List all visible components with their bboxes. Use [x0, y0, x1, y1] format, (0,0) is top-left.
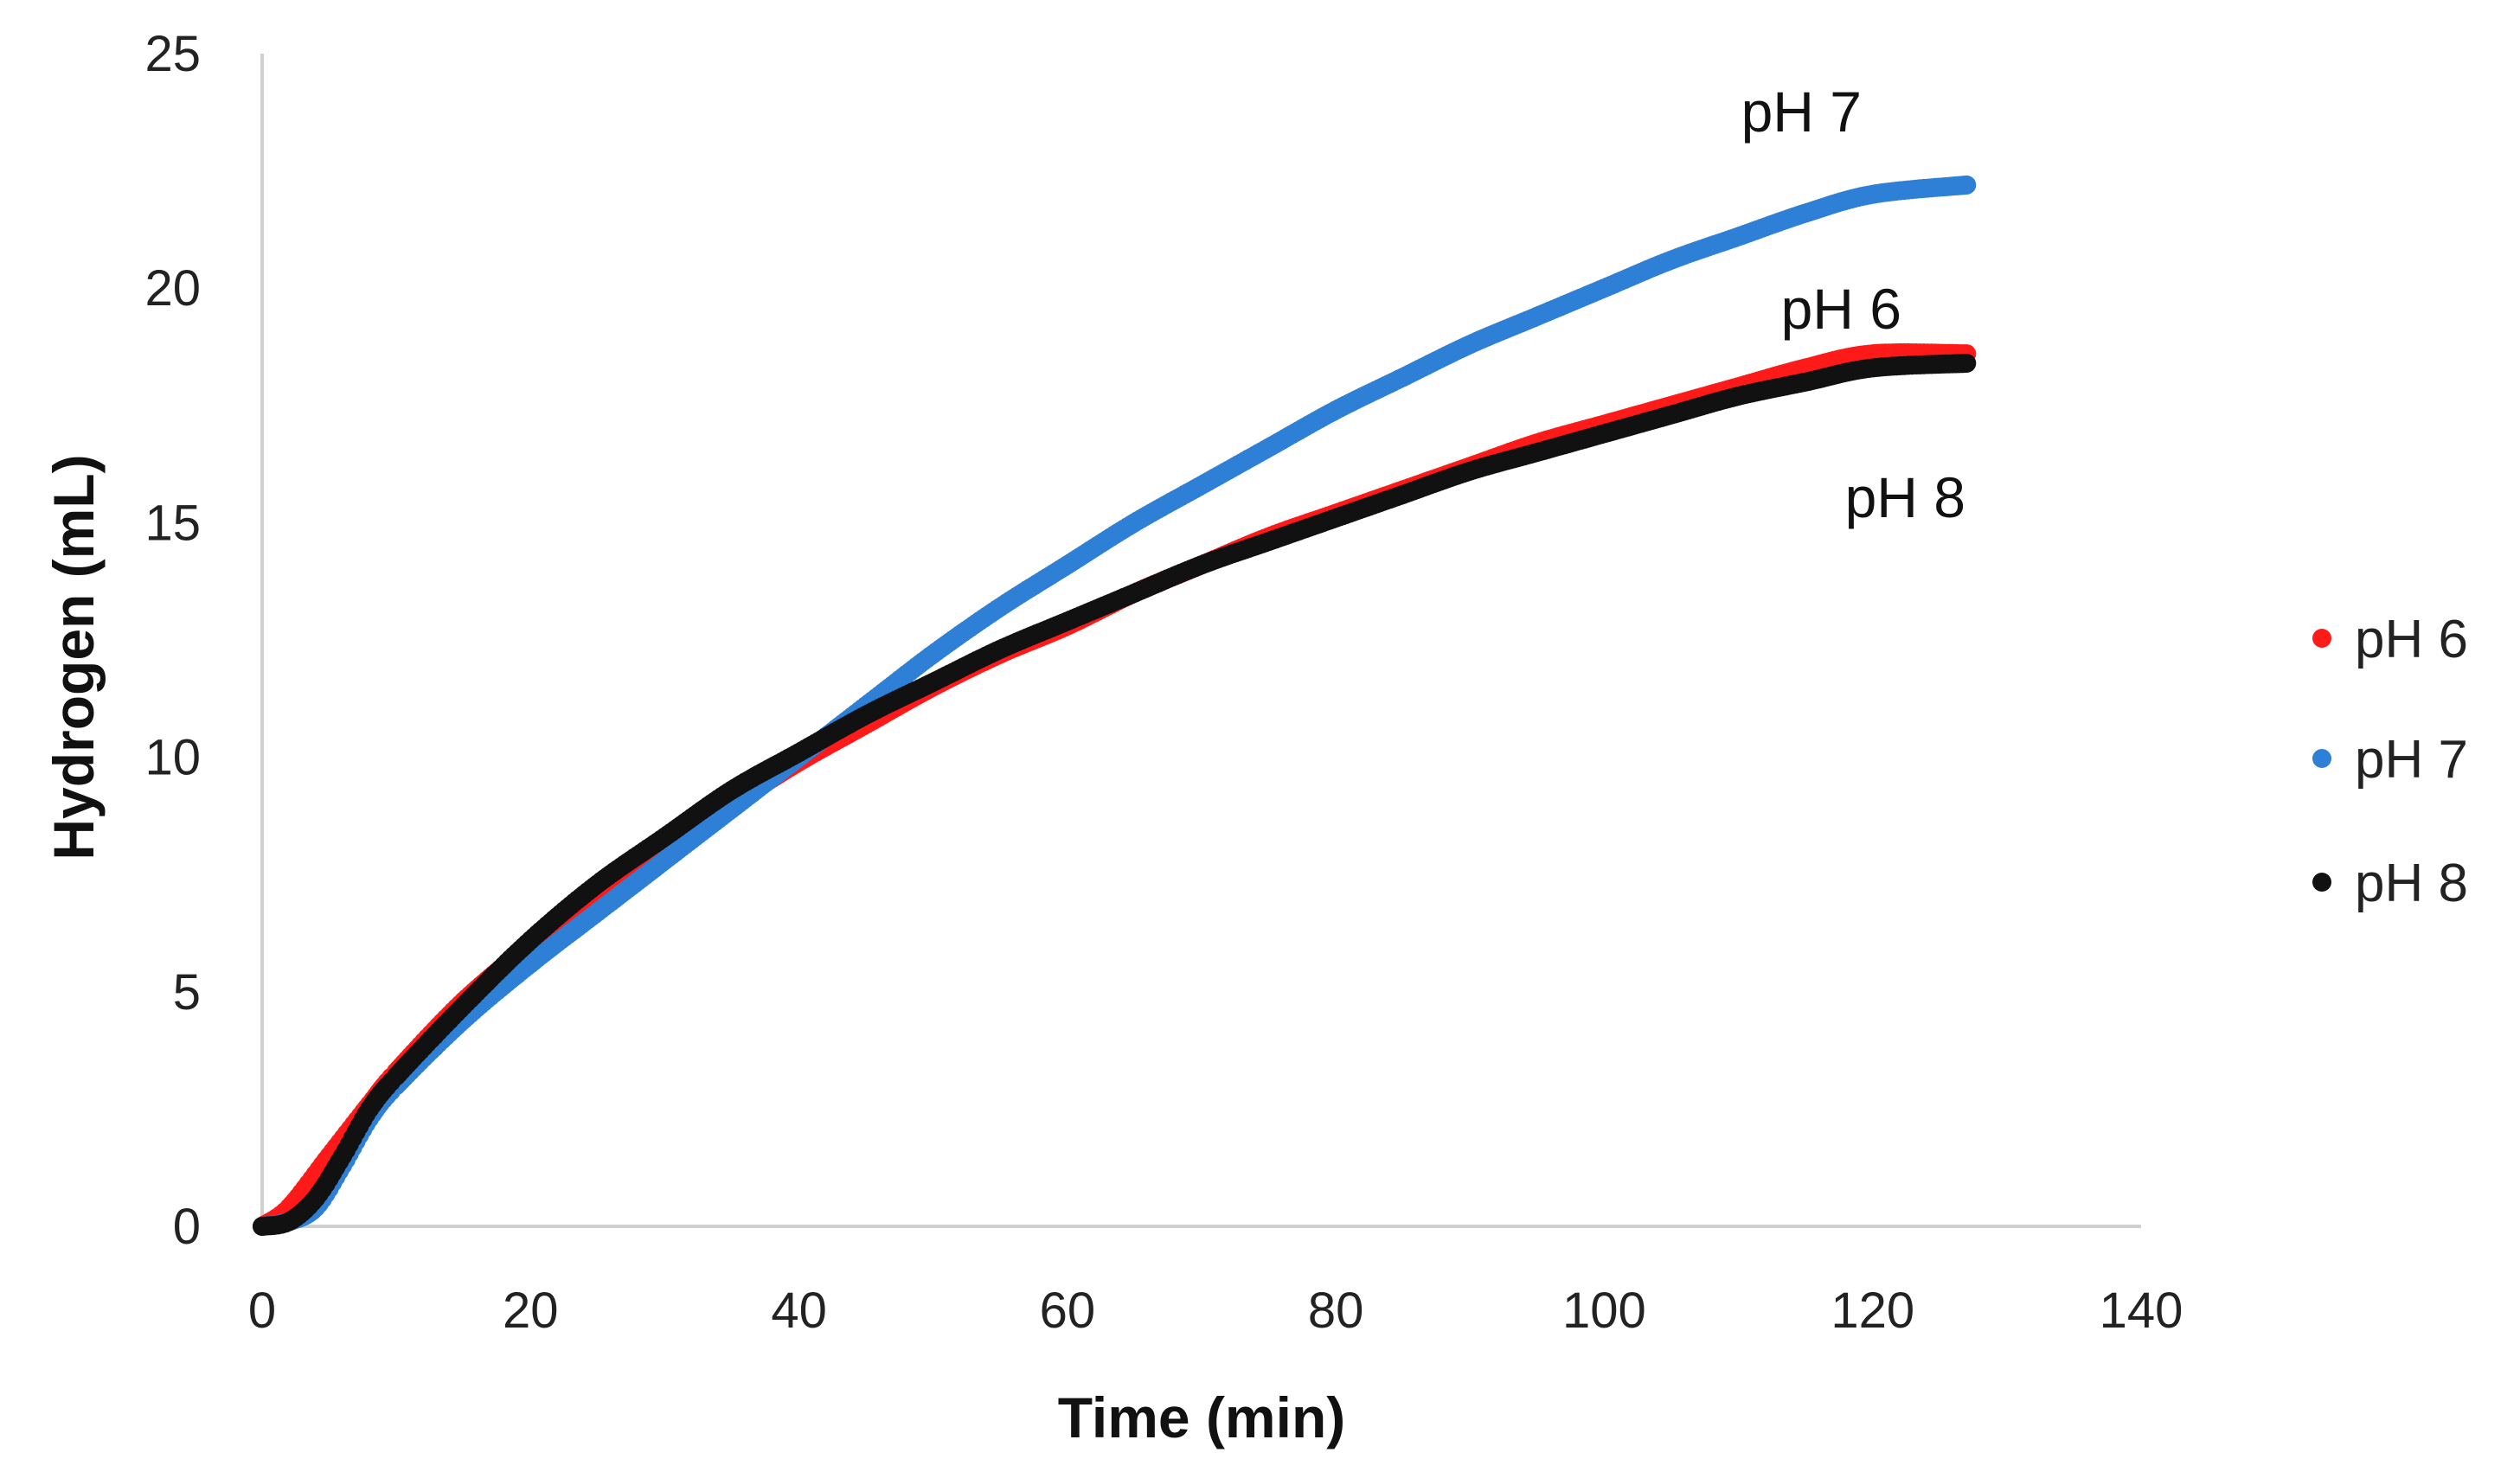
legend-label: pH 8: [2355, 854, 2468, 913]
y-tick-label: 25: [144, 26, 201, 82]
series-annotation: pH 8: [1845, 465, 1965, 529]
legend-marker: [2312, 749, 2331, 768]
axes: [260, 54, 2141, 1228]
x-tick-label: 40: [771, 1283, 827, 1339]
x-tick-label: 60: [1040, 1283, 1096, 1339]
x-tick-label: 100: [1562, 1283, 1646, 1339]
x-tick-labels: 0 20 40 60 80 100 120 140: [248, 1283, 2183, 1339]
legend-marker: [2312, 873, 2331, 892]
series-ph-7: [253, 175, 1977, 1236]
series-annotation: pH 6: [1781, 277, 1901, 341]
series-ph-8: [253, 354, 1977, 1236]
data-point: [1957, 354, 1977, 373]
series-ph-6: [253, 342, 1977, 1236]
annotations: pH 6 pH 7 pH 8: [1741, 80, 1965, 529]
y-axis-title: Hydrogen (mL): [42, 454, 106, 860]
x-axis-title: Time (min): [1058, 1385, 1345, 1449]
y-tick-labels: 0 5 10 15 20 25: [144, 26, 201, 1255]
legend: pH 6 pH 7 pH 8: [2312, 610, 2468, 913]
x-tick-label: 140: [2100, 1283, 2183, 1339]
legend-marker: [2312, 629, 2331, 648]
legend-label: pH 6: [2355, 610, 2468, 669]
y-tick-label: 5: [173, 964, 201, 1021]
y-tick-label: 10: [144, 730, 201, 786]
legend-item: pH 7: [2312, 730, 2468, 790]
x-tick-label: 0: [248, 1283, 276, 1339]
y-tick-label: 0: [173, 1199, 201, 1255]
y-tick-label: 20: [144, 260, 201, 317]
x-tick-label: 80: [1308, 1283, 1364, 1339]
data-point: [1957, 175, 1977, 195]
series-layer: [253, 175, 1977, 1236]
y-tick-label: 15: [144, 495, 201, 551]
x-tick-label: 20: [503, 1283, 559, 1339]
series-annotation: pH 7: [1741, 80, 1862, 144]
legend-item: pH 8: [2312, 854, 2468, 913]
legend-item: pH 6: [2312, 610, 2468, 669]
legend-label: pH 7: [2355, 730, 2468, 790]
x-tick-label: 120: [1831, 1283, 1914, 1339]
